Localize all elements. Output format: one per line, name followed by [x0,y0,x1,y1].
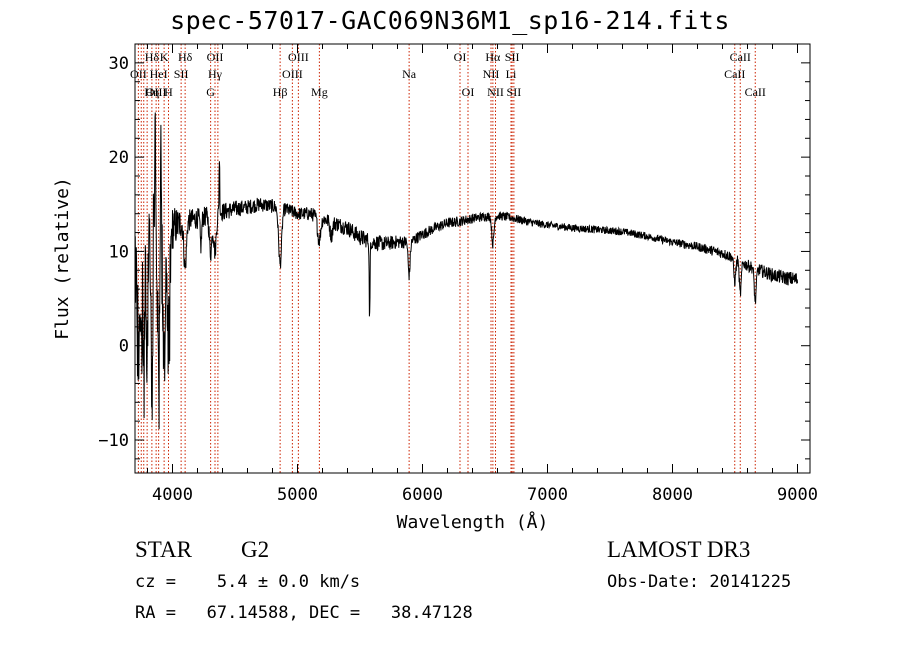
line-marker-label: SII [505,50,520,64]
line-marker-label: Mg [311,85,328,99]
plot-frame [134,43,811,474]
y-tick-label: 10 [109,242,129,262]
line-marker-label: Hγ [208,67,223,81]
redshift-readout: cz = 5.4 ± 0.0 km/s [135,572,361,592]
x-tick-label: 4000 [152,485,193,505]
line-marker-label: NII [483,67,500,81]
x-tick-label: 9000 [777,485,818,505]
line-marker-label: Hα [485,50,501,64]
line-marker-label: Na [402,67,417,81]
line-marker-label: K [160,50,169,64]
y-tick-label: 30 [109,54,129,74]
spectrum-line [134,112,798,430]
line-marker-label: OII [130,67,147,81]
line-marker-label: CaII [724,67,745,81]
line-marker-label: OI [454,50,467,64]
line-marker-label: OI [462,85,475,99]
line-marker-label: NII [487,85,504,99]
line-marker-label: Hδ [145,50,160,64]
line-marker-label: SII [507,85,522,99]
line-marker-label: OIII [146,85,167,99]
spectral-subclass: G2 [241,537,270,562]
object-class: STAR [135,537,192,562]
line-marker-label: G [206,85,215,99]
line-marker-layer [137,44,756,473]
line-marker-label: OIII [288,50,309,64]
obs-date-readout: Obs-Date: 20141225 [607,572,792,592]
x-tick-label: 5000 [277,485,318,505]
y-tick-label: −10 [98,431,129,451]
line-marker-label: Hβ [273,85,288,99]
line-marker-label: CaII [745,85,766,99]
chart-title: spec-57017-GAC069N36M1_sp16-214.fits [170,6,730,35]
y-axis: −10 0 10 20 30 [98,43,810,460]
line-marker-label: H [164,85,173,99]
line-marker-label: SII [174,67,189,81]
x-axis-label: Wavelength (Å) [397,511,549,533]
line-marker-label: OIII [282,67,303,81]
x-tick-label: 8000 [652,485,693,505]
x-tick-label: 6000 [402,485,443,505]
y-tick-label: 0 [119,337,129,357]
line-marker-label: HeI [150,67,168,81]
coordinates-readout: RA = 67.14588, DEC = 38.47128 [135,603,473,623]
line-marker-label: Li [506,67,517,81]
line-marker-label: Hη [144,85,159,99]
line-marker-label: Hδ [178,50,193,64]
line-marker-label: CaII [730,50,751,64]
spectrum-layer [134,112,798,430]
line-marker-label: OII [207,50,224,64]
x-axis: 4000 5000 6000 7000 8000 9000 [147,44,818,505]
x-tick-label: 7000 [527,485,568,505]
survey-label: LAMOST DR3 [607,537,751,562]
y-axis-label: Flux (relative) [52,177,73,340]
y-tick-label: 20 [109,148,129,168]
